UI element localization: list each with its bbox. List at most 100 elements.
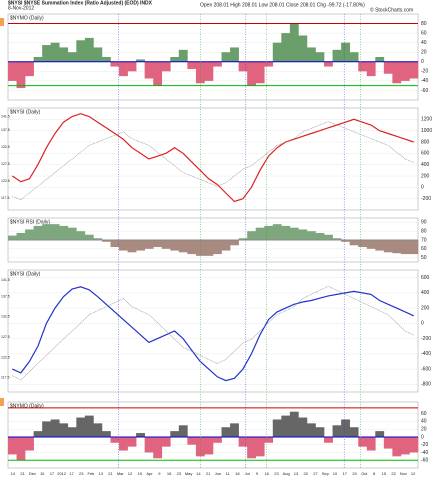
y-tick-label: -40 bbox=[421, 450, 428, 456]
area-column bbox=[59, 47, 69, 62]
area-column bbox=[289, 23, 299, 62]
x-tick-label: 11 bbox=[226, 471, 231, 476]
area-column bbox=[392, 61, 402, 84]
area-column bbox=[110, 240, 120, 248]
y-tick-label: 400 bbox=[421, 290, 430, 296]
area-column bbox=[375, 57, 385, 62]
area-column bbox=[324, 61, 333, 67]
y-tick-label: 400 bbox=[421, 162, 430, 168]
area-column bbox=[127, 436, 137, 447]
area-column bbox=[195, 61, 205, 84]
area-column bbox=[204, 436, 214, 455]
area-column bbox=[195, 240, 205, 256]
area-column bbox=[178, 240, 188, 253]
area-column bbox=[119, 436, 128, 451]
date: 8-Nov-2012 bbox=[8, 5, 34, 11]
area-column bbox=[50, 224, 60, 240]
area-column bbox=[247, 231, 257, 240]
y-tick-label: 0 bbox=[421, 434, 424, 440]
area-column bbox=[136, 240, 145, 251]
x-tick-label: 12 bbox=[411, 471, 416, 476]
area-column bbox=[67, 227, 77, 240]
area-column bbox=[84, 234, 94, 240]
area-column bbox=[187, 240, 197, 255]
area-column bbox=[332, 49, 342, 62]
y-tick-label: 600 bbox=[421, 151, 430, 157]
area-column bbox=[298, 229, 308, 240]
area-column bbox=[195, 436, 205, 457]
area-column bbox=[161, 61, 171, 72]
area-column bbox=[136, 59, 145, 62]
area-column bbox=[349, 240, 359, 246]
x-tick-label: Feb bbox=[88, 471, 96, 476]
y-tick-label: -20 bbox=[421, 442, 428, 448]
area-column bbox=[281, 415, 291, 437]
area-column bbox=[392, 240, 402, 254]
area-column bbox=[255, 227, 265, 240]
area-column bbox=[170, 240, 180, 251]
area-column bbox=[213, 240, 222, 255]
area-column bbox=[349, 427, 359, 437]
x-tick-label: 23 bbox=[79, 471, 84, 476]
y-tick-label: 60 bbox=[421, 246, 427, 252]
area-column bbox=[409, 436, 419, 453]
panel-title: $NYMO (Daily) bbox=[10, 15, 44, 21]
panel-title: $NYMO (Daily) bbox=[10, 403, 44, 409]
area-column bbox=[230, 240, 239, 246]
area-column bbox=[50, 42, 60, 62]
area-column bbox=[170, 431, 180, 437]
x-tick-label: 16 bbox=[167, 471, 172, 476]
area-column bbox=[101, 431, 111, 437]
area-column bbox=[144, 240, 154, 249]
y-tick-label: 800 bbox=[421, 139, 430, 145]
y-tick-label: 80 bbox=[421, 229, 427, 235]
y2-tick-label: 141.5 bbox=[1, 114, 10, 118]
area-column bbox=[8, 436, 17, 455]
x-tick-label: 22 bbox=[391, 471, 396, 476]
area-column bbox=[76, 231, 86, 240]
y-tick-label: 1000 bbox=[421, 128, 432, 134]
area-column bbox=[16, 61, 26, 89]
area-column bbox=[221, 52, 231, 62]
area-column bbox=[315, 232, 325, 240]
area-column bbox=[324, 234, 333, 240]
area-column bbox=[110, 61, 120, 67]
area-column bbox=[25, 229, 34, 240]
x-tick-label: 16 bbox=[264, 471, 269, 476]
area-column bbox=[315, 52, 325, 62]
y2-tick-label: 127.5 bbox=[1, 335, 10, 339]
area-column bbox=[119, 240, 128, 251]
area-column bbox=[375, 431, 385, 437]
area-column bbox=[42, 224, 52, 240]
area-column bbox=[358, 436, 368, 447]
x-tick-label: Mar bbox=[117, 471, 125, 476]
area-column bbox=[59, 423, 69, 437]
area-column bbox=[25, 61, 34, 77]
area-column bbox=[59, 225, 69, 240]
area-column bbox=[332, 425, 342, 437]
y-tick-label: -400 bbox=[421, 351, 431, 357]
x-tick-label: 14 bbox=[196, 471, 201, 476]
y2-tick-label: 132.5 bbox=[1, 145, 10, 149]
x-tick-label: 19 bbox=[138, 471, 143, 476]
y2-tick-label: 132.5 bbox=[1, 315, 10, 319]
area-column bbox=[383, 61, 393, 74]
area-column bbox=[178, 425, 188, 437]
y-tick-label: 20 bbox=[421, 50, 427, 56]
area-column bbox=[50, 419, 60, 437]
y-tick-label: -200 bbox=[421, 336, 431, 342]
y-tick-label: 0 bbox=[421, 59, 424, 65]
area-column bbox=[213, 61, 222, 67]
area-column bbox=[110, 436, 120, 443]
y-tick-label: 40 bbox=[421, 419, 427, 425]
y-tick-label: 0 bbox=[421, 321, 424, 327]
area-column bbox=[42, 45, 52, 62]
area-column bbox=[230, 423, 239, 437]
area-column bbox=[366, 436, 376, 451]
x-tick-label: 10 bbox=[333, 471, 338, 476]
area-column bbox=[392, 436, 402, 457]
price-line bbox=[12, 121, 414, 201]
area-column bbox=[264, 225, 274, 240]
x-tick-label: 17 bbox=[343, 471, 348, 476]
y-tick-label: 200 bbox=[421, 173, 430, 179]
